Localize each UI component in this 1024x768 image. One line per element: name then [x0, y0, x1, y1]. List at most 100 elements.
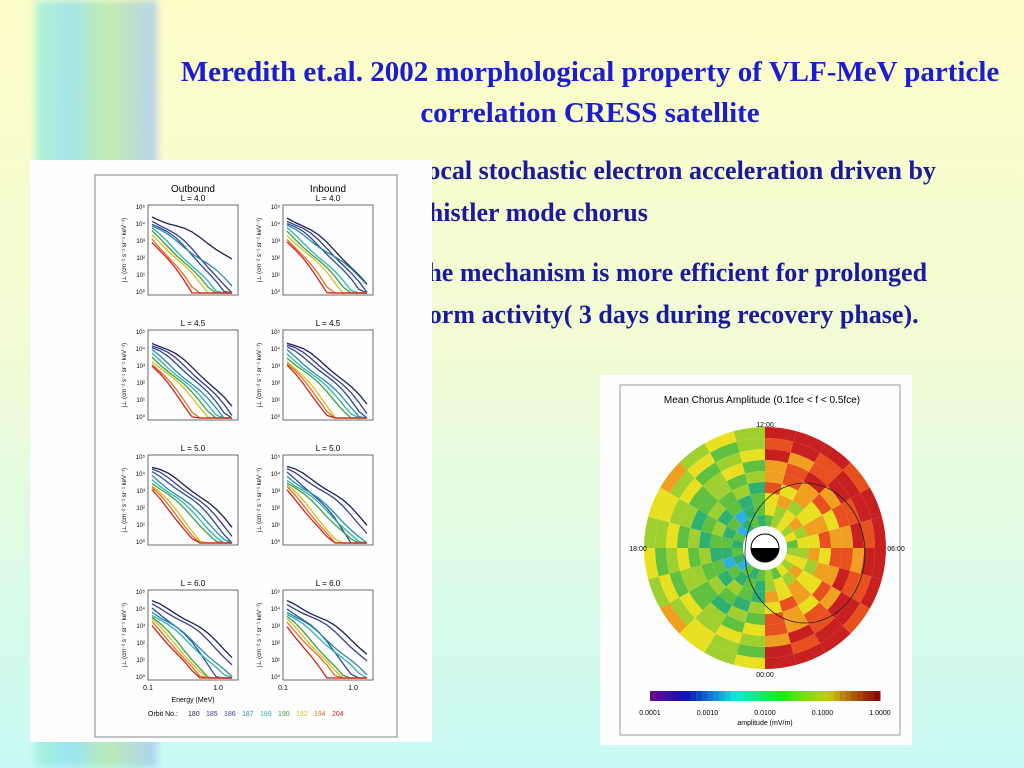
- amplitude-cell: [742, 460, 765, 474]
- spectrum-curve: [151, 466, 233, 528]
- spectrum-curve: [151, 345, 233, 416]
- amplitude-cell: [660, 603, 688, 634]
- spectrum-curve: [286, 604, 368, 662]
- amplitude-cell: [644, 516, 659, 548]
- amplitude-cell: [726, 564, 742, 580]
- amplitude-cell: [787, 624, 815, 644]
- mlt-label: 12:00: [756, 422, 774, 429]
- amplitude-cell: [702, 602, 727, 625]
- amplitude-cell: [812, 562, 829, 581]
- amplitude-cell: [718, 586, 738, 606]
- amplitude-cell: [765, 633, 791, 647]
- amplitude-cell: [726, 579, 743, 596]
- amplitude-cell: [803, 602, 828, 625]
- colorbar-band: [776, 691, 783, 701]
- y-tick-label: 10⁰: [136, 289, 146, 296]
- colorbar-band: [788, 691, 795, 701]
- amplitude-cell: [765, 654, 797, 669]
- y-tick-label: 10⁰: [271, 414, 281, 421]
- amplitude-cell: [741, 519, 754, 533]
- spectrum-curve: [151, 352, 232, 419]
- spectrum-curve: [286, 241, 367, 294]
- colorbar-band: [828, 691, 835, 701]
- colorbar-band: [696, 691, 703, 701]
- amplitude-cell: [786, 548, 799, 557]
- y-tick-label: 10⁴: [271, 221, 281, 228]
- amplitude-cell: [679, 478, 703, 504]
- y-tick-label: 10³: [136, 624, 145, 630]
- colorbar-band: [707, 691, 714, 701]
- amplitude-cell: [679, 592, 703, 618]
- amplitude-cell: [765, 601, 783, 615]
- colorbar-band: [805, 691, 812, 701]
- amplitude-cell: [831, 567, 850, 592]
- amplitude-cell: [666, 548, 680, 574]
- amplitude-cell: [726, 500, 743, 517]
- amplitude-cell: [790, 441, 820, 463]
- amplitude-cell: [871, 548, 886, 580]
- amplitude-cell: [835, 470, 861, 499]
- colorbar-band: [747, 691, 754, 701]
- colorbar-tick-label: 0.0001: [639, 710, 661, 717]
- orbit-label: Orbit No.:: [148, 711, 178, 718]
- amplitude-cell: [765, 460, 788, 474]
- y-tick-label: 10⁵: [271, 589, 281, 596]
- y-axis-label: j⊥ (cm⁻² s⁻¹ sr⁻¹ keV⁻¹): [256, 603, 263, 668]
- amplitude-cell: [788, 516, 804, 532]
- amplitude-cell: [753, 504, 765, 517]
- spectrum-curve: [151, 470, 233, 544]
- y-tick-label: 10⁰: [136, 414, 146, 421]
- y-tick-label: 10⁵: [271, 329, 281, 336]
- amplitude-cell: [776, 494, 793, 510]
- amplitude-cell: [781, 509, 797, 525]
- colorbar-band: [684, 691, 691, 701]
- spectrum-curve: [151, 223, 233, 294]
- amplitude-cell: [860, 487, 882, 520]
- panel-label: L = 4.0: [181, 194, 206, 203]
- spectrum-curve: [286, 608, 367, 679]
- amplitude-cell: [850, 493, 872, 523]
- amplitude-cell: [732, 595, 751, 612]
- orbit-number: 192: [296, 711, 308, 718]
- amplitude-cell: [793, 643, 826, 665]
- amplitude-cell: [739, 449, 765, 463]
- amplitude-cell: [726, 473, 748, 491]
- colorbar-band: [701, 691, 708, 701]
- amplitude-cell: [818, 530, 832, 548]
- amplitude-cell: [779, 595, 798, 612]
- amplitude-cell: [776, 519, 789, 533]
- amplitude-cell: [765, 493, 780, 506]
- colorbar-band: [667, 691, 674, 701]
- amplitude-cell: [721, 536, 734, 548]
- amplitude-cell: [679, 625, 710, 653]
- y-tick-label: 10²: [271, 641, 280, 647]
- amplitude-cell: [710, 533, 723, 548]
- amplitude-cell: [658, 573, 680, 603]
- amplitude-cell: [745, 470, 765, 485]
- amplitude-cell: [695, 610, 721, 634]
- amplitude-cell: [698, 493, 719, 515]
- amplitude-cell: [710, 548, 723, 563]
- y-tick-label: 10⁴: [136, 221, 146, 228]
- y-axis-label: j⊥ (cm⁻² s⁻¹ sr⁻¹ keV⁻¹): [121, 343, 128, 408]
- spectrum-curve: [151, 489, 232, 544]
- colorbar-band: [713, 691, 720, 701]
- amplitude-cell: [765, 481, 783, 495]
- spectrum-curve: [286, 489, 367, 544]
- amplitude-cell: [733, 426, 765, 442]
- amplitude-cell: [733, 654, 765, 669]
- amplitude-cell: [787, 452, 815, 472]
- amplitude-cell: [822, 565, 840, 587]
- amplitude-cell: [796, 509, 813, 526]
- amplitude-cell: [779, 484, 798, 501]
- amplitude-cell: [822, 509, 840, 531]
- y-tick-label: 10⁰: [271, 539, 281, 546]
- colorbar-band: [857, 691, 864, 701]
- amplitude-cell: [765, 504, 777, 517]
- amplitude-cell: [711, 559, 727, 576]
- amplitude-cell: [770, 516, 782, 529]
- y-axis-label: j⊥ (cm⁻² s⁻¹ sr⁻¹ keV⁻¹): [256, 468, 263, 533]
- y-tick-label: 10¹: [136, 658, 145, 664]
- orbit-number: 180: [188, 711, 200, 718]
- panel-frame: [147, 454, 239, 546]
